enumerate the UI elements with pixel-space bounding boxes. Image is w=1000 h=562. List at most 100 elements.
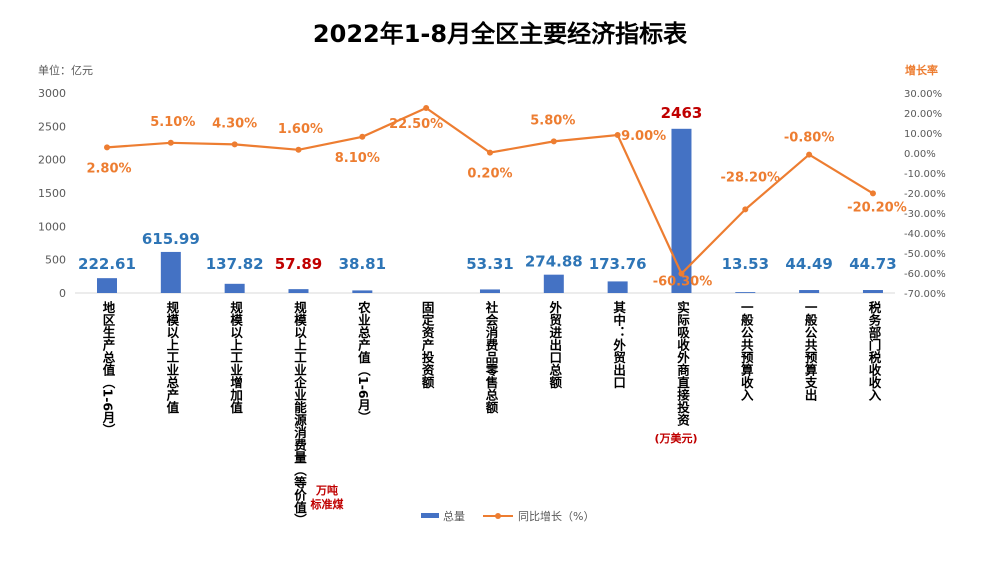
bar <box>288 289 309 293</box>
right-axis-ticks: 30.00% 20.00% 10.00% 0.00% -10.00% -20.00% -30… <box>904 89 946 300</box>
growth-point <box>486 149 493 156</box>
category-label: 一般公共预算收入 <box>739 301 754 402</box>
bar-value-label: 57.89 <box>275 255 322 273</box>
growth-value-label: -20.20% <box>847 200 907 215</box>
legend-line-label: 同比增长（%） <box>518 509 594 523</box>
legend-bar-label: 总量 <box>443 509 465 523</box>
growth-value-label: 22.50% <box>389 117 443 132</box>
growth-value-label: 1.60% <box>278 122 323 137</box>
growth-value-label: -28.20% <box>721 170 781 185</box>
bar-value-label: 274.88 <box>525 253 583 271</box>
right-axis-tick: -60.00% <box>904 269 946 280</box>
fdi-unit-note: (万美元) <box>654 431 697 445</box>
growth-point <box>614 132 621 138</box>
growth-value-label: 5.80% <box>530 113 575 128</box>
category-label: 实际吸收外商直接投资 <box>675 300 690 427</box>
left-axis-ticks: 3000 2500 2000 1500 1000 500 0 <box>38 87 66 300</box>
bar-value-label: 222.61 <box>78 255 136 273</box>
bar <box>862 290 883 293</box>
left-axis-tick: 2000 <box>38 154 66 167</box>
left-axis-tick: 1000 <box>38 220 66 233</box>
bar-value-label: 615.99 <box>142 230 200 248</box>
left-axis-unit: 单位：亿元 <box>38 63 93 77</box>
bar <box>735 292 756 293</box>
category-label: 农业总产值（1-6月） <box>356 300 371 424</box>
bar <box>671 128 692 293</box>
growth-value-label: 0.20% <box>467 167 512 182</box>
right-axis-tick: 10.00% <box>904 129 942 140</box>
growth-value-label: 4.30% <box>212 116 257 131</box>
bar-value-label: 38.81 <box>339 255 386 273</box>
category-label: 一般公共预算支出 <box>803 301 818 402</box>
bar-value-label: 13.53 <box>722 255 769 273</box>
right-axis-unit: 增长率 <box>905 63 938 77</box>
energy-unit-note-2: 标准煤 <box>310 497 345 511</box>
growth-point <box>742 206 749 213</box>
growth-value-label: 9.00% <box>621 129 666 144</box>
right-axis-tick: -10.00% <box>904 169 946 180</box>
category-label: 地区生产总值（1-6月） <box>101 300 116 436</box>
growth-value-label: 2.80% <box>86 161 131 176</box>
growth-value-label: -0.80% <box>784 131 835 146</box>
bar-value-label: 173.76 <box>589 255 647 273</box>
bar <box>607 281 628 293</box>
left-axis-tick: 500 <box>45 254 66 267</box>
growth-point <box>231 141 238 148</box>
bar <box>97 278 117 293</box>
bar-value-label: 137.82 <box>206 255 264 273</box>
bar <box>160 251 181 293</box>
growth-point <box>678 270 685 277</box>
bar-value-label: 44.49 <box>785 255 832 273</box>
growth-point <box>806 151 813 158</box>
growth-point <box>359 133 366 140</box>
right-axis-tick: -20.00% <box>904 189 946 200</box>
unit-notes: 万吨 标准煤 (万美元) <box>310 431 698 511</box>
left-axis-tick: 1500 <box>38 187 66 200</box>
bar <box>352 290 373 293</box>
right-axis-tick: -70.00% <box>904 289 946 300</box>
right-axis-tick: -40.00% <box>904 229 946 240</box>
category-label: 规模以上工业企业能源消费量（等价值） <box>292 300 307 526</box>
bar-value-label: 2463 <box>661 104 703 122</box>
right-axis-tick: 20.00% <box>904 109 942 120</box>
growth-value-label: 8.10% <box>335 151 380 166</box>
right-axis-tick: -50.00% <box>904 249 946 260</box>
category-label: 税务部门税收收入 <box>866 300 881 402</box>
bar <box>543 274 564 293</box>
right-axis-tick: 30.00% <box>904 89 942 100</box>
category-label: 外贸进出口总额 <box>547 300 562 389</box>
category-label: 其中：外贸出口 <box>611 300 626 389</box>
growth-point <box>295 146 302 153</box>
growth-value-label: 5.10% <box>150 115 195 130</box>
category-label: 规模以上工业总产值 <box>164 300 179 414</box>
bar <box>479 289 500 293</box>
bar <box>224 283 245 293</box>
legend: 总量 同比增长（%） <box>421 509 594 523</box>
category-label: 规模以上工业增加值 <box>228 300 243 414</box>
category-labels: 地区生产总值（1-6月） 规模以上工业总产值 规模以上工业增加值 规模以上工业企业能源… <box>101 300 882 526</box>
chart-title: 2022年1-8月全区主要经济指标表 <box>313 20 688 48</box>
energy-unit-note-1: 万吨 <box>315 483 338 497</box>
growth-point <box>550 138 557 145</box>
right-axis-tick: 0.00% <box>904 149 936 160</box>
left-axis-tick: 2500 <box>38 120 66 133</box>
legend-bar-swatch <box>421 513 439 518</box>
bar <box>799 290 820 293</box>
bar-series: 222.61 615.99 137.82 57.89 38.81 53.31 274.88 1… <box>78 104 897 293</box>
legend-line-marker <box>495 513 501 519</box>
left-axis-tick: 3000 <box>38 87 66 100</box>
growth-point <box>869 190 876 197</box>
growth-value-label: -60.30% <box>653 275 713 290</box>
left-axis-tick: 0 <box>59 287 66 300</box>
growth-point <box>423 105 430 111</box>
growth-point <box>167 139 174 146</box>
bar-value-label: 53.31 <box>466 255 513 273</box>
category-label: 固定资产投资额 <box>420 301 435 389</box>
line-series: 2.80% 5.10% 4.30% 1.60% 8.10% 22.50% 0.20% 5.80… <box>86 105 907 290</box>
right-axis-tick: -30.00% <box>904 209 946 220</box>
bar-value-label: 44.73 <box>849 255 896 273</box>
growth-line <box>106 106 874 276</box>
growth-point <box>104 144 110 151</box>
category-label: 社会消费品零售总额 <box>483 300 498 414</box>
